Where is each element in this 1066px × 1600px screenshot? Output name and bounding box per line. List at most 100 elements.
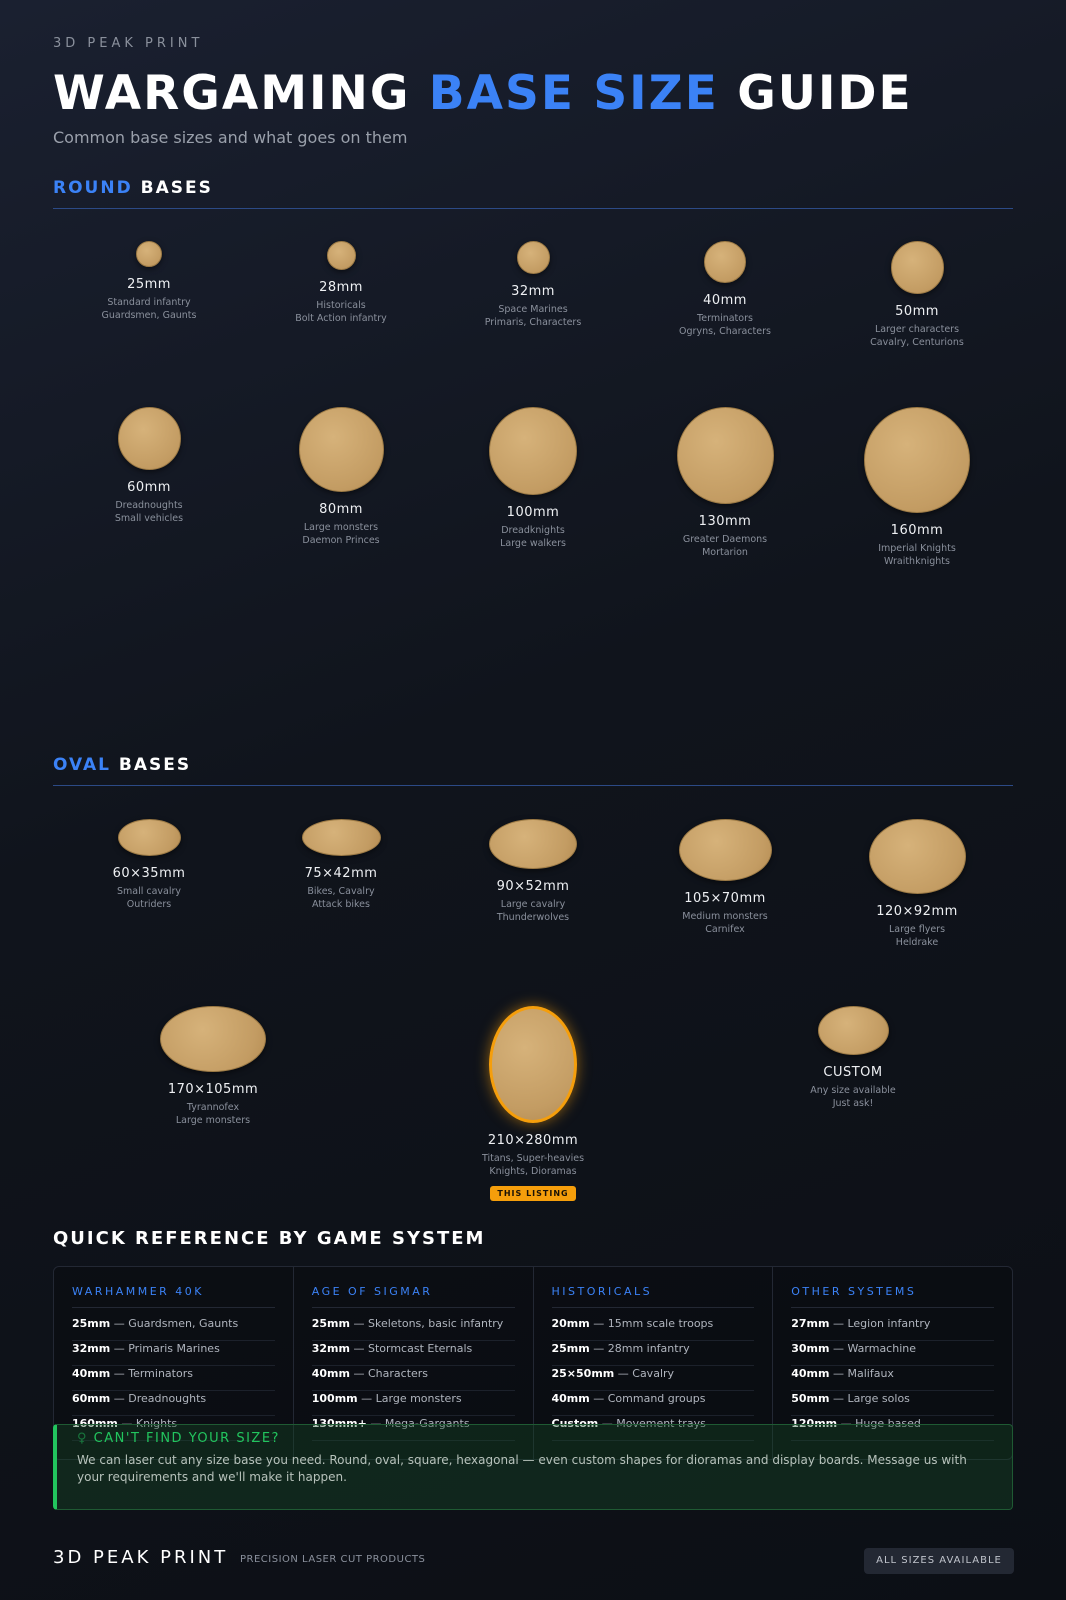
description-line: Primaris, Characters (484, 317, 582, 328)
description-line: Terminators (697, 313, 753, 324)
base-description: Historicals Bolt Action infantry (295, 299, 387, 325)
oval-base-shape (301, 819, 381, 856)
reference-row: 160mm — Knights (72, 1416, 275, 1441)
base-size-label: 80mm (319, 502, 363, 517)
base-description: Greater Daemons Mortarion (683, 533, 767, 559)
description-line: Mortarion (702, 547, 748, 558)
reference-use: Legion infantry (847, 1317, 931, 1330)
description-line: Cavalry, Centurions (870, 337, 964, 348)
game-system-name: HISTORICALS (551, 1285, 755, 1308)
reference-row: 60mm — Dreadnoughts (72, 1391, 275, 1416)
round-base-shape (516, 241, 550, 274)
callout-title: ♀ CAN'T FIND YOUR SIZE? (77, 1431, 992, 1446)
reference-row: 27mm — Legion infantry (791, 1316, 994, 1341)
reference-use: Warmachine (847, 1342, 916, 1355)
oval-base-item: 105×70mm Medium monsters Carnifex (629, 819, 821, 949)
base-description: Any size available Just ask! (810, 1084, 895, 1110)
separator: — (589, 1317, 608, 1330)
reference-row: 25mm — 28mm infantry (551, 1341, 755, 1366)
round-base-shape (890, 241, 944, 294)
reference-size: 27mm (791, 1317, 830, 1330)
reference-row: 130mm+ — Mega-Gargants (311, 1416, 515, 1441)
base-size-label: 40mm (703, 293, 747, 308)
description-line: Large monsters (303, 522, 379, 533)
oval-row-2: 170×105mm Tyrannofex Large monsters 210×280… (53, 1006, 1013, 1201)
description-line: Carnifex (705, 924, 745, 935)
game-system-column: OTHER SYSTEMS 27mm — Legion infantry 30mm … (773, 1267, 1012, 1459)
round-base-item: 40mm Terminators Ogryns, Characters (629, 241, 821, 349)
separator: — (110, 1342, 129, 1355)
base-size-label: 130mm (698, 514, 752, 529)
round-base-shape (136, 241, 162, 267)
quick-reference-title: QUICK REFERENCE BY GAME SYSTEM (53, 1228, 486, 1249)
reference-row: 40mm — Malifaux (791, 1366, 994, 1391)
separator: — (837, 1417, 856, 1430)
base-description: Titans, Super-heavies Knights, Dioramas (482, 1152, 584, 1178)
oval-base-item: 90×52mm Large cavalry Thunderwolves (437, 819, 629, 949)
description-line: Daemon Princes (302, 535, 380, 546)
round-base-shape (489, 407, 577, 495)
description-line: Large walkers (500, 538, 566, 549)
separator: — (110, 1392, 129, 1405)
reference-use: Skeletons, basic infantry (367, 1317, 504, 1330)
separator: — (366, 1417, 385, 1430)
callout-title-text: CAN'T FIND YOUR SIZE? (93, 1431, 280, 1446)
description-line: Standard infantry (107, 297, 191, 308)
reference-use: Guardsmen, Gaunts (128, 1317, 239, 1330)
quick-reference-table: WARHAMMER 40K 25mm — Guardsmen, Gaunts 32m… (53, 1266, 1013, 1460)
subtitle: Common base sizes and what goes on them (53, 128, 408, 147)
separator: — (598, 1417, 617, 1430)
reference-row: Custom — Movement trays (551, 1416, 755, 1441)
reference-size: Custom (551, 1417, 599, 1430)
description-line: Any size available (810, 1085, 896, 1096)
reference-size: 25mm (551, 1342, 590, 1355)
game-system-column: HISTORICALS 20mm — 15mm scale troops 25mm … (534, 1267, 774, 1459)
reference-use: 15mm scale troops (607, 1317, 714, 1330)
reference-size: 30mm (791, 1342, 830, 1355)
base-size-label: 160mm (890, 523, 944, 538)
reference-use: Huge based (855, 1417, 921, 1430)
round-base-shape (864, 407, 970, 513)
oval-base-shape (489, 819, 577, 869)
reference-row: 25mm — Guardsmen, Gaunts (72, 1316, 275, 1341)
separator: — (349, 1367, 368, 1380)
base-description: Larger characters Cavalry, Centurions (870, 323, 964, 349)
separator: — (829, 1392, 848, 1405)
oval-base-shape (160, 1006, 266, 1072)
oval-base-shape (817, 1006, 889, 1055)
reference-use: Characters (367, 1367, 429, 1380)
separator: — (110, 1317, 129, 1330)
description-line: Tyrannofex (186, 1102, 240, 1113)
reference-row: 40mm — Command groups (551, 1391, 755, 1416)
reference-row: 120mm — Huge based (791, 1416, 994, 1441)
description-line: Just ask! (832, 1098, 874, 1109)
reference-size: 32mm (72, 1342, 111, 1355)
oval-base-item: 170×105mm Tyrannofex Large monsters (53, 1006, 373, 1201)
description-line: Bikes, Cavalry (307, 886, 375, 897)
base-size-label: 170×105mm (167, 1082, 259, 1097)
base-size-label: CUSTOM (823, 1065, 883, 1080)
base-description: Space Marines Primaris, Characters (485, 303, 582, 329)
separator: — (357, 1392, 376, 1405)
round-bases-heading: ROUND BASES (53, 178, 1013, 209)
base-size-label: 28mm (319, 280, 363, 295)
base-size-label: 210×280mm (487, 1133, 579, 1148)
oval-base-shape (489, 1006, 577, 1123)
callout-text: We can laser cut any size base you need.… (77, 1453, 967, 1484)
reference-use: Mega-Gargants (384, 1417, 470, 1430)
all-sizes-button[interactable]: ALL SIZES AVAILABLE (864, 1548, 1014, 1574)
base-description: Large cavalry Thunderwolves (497, 898, 569, 924)
reference-row: 30mm — Warmachine (791, 1341, 994, 1366)
base-description: Dreadknights Large walkers (500, 524, 566, 550)
separator: — (110, 1367, 129, 1380)
reference-size: 40mm (791, 1367, 830, 1380)
custom-size-callout: ♀ CAN'T FIND YOUR SIZE? We can laser cut… (53, 1424, 1013, 1510)
description-line: Space Marines (498, 304, 568, 315)
footer-tagline: PRECISION LASER CUT PRODUCTS (240, 1554, 426, 1565)
description-line: Ogryns, Characters (679, 326, 771, 337)
heading-text: BASES (118, 755, 192, 775)
description-line: Dreadknights (501, 525, 565, 536)
description-line: Guardsmen, Gaunts (101, 310, 197, 321)
base-size-label: 100mm (506, 505, 560, 520)
reference-size: 60mm (72, 1392, 111, 1405)
